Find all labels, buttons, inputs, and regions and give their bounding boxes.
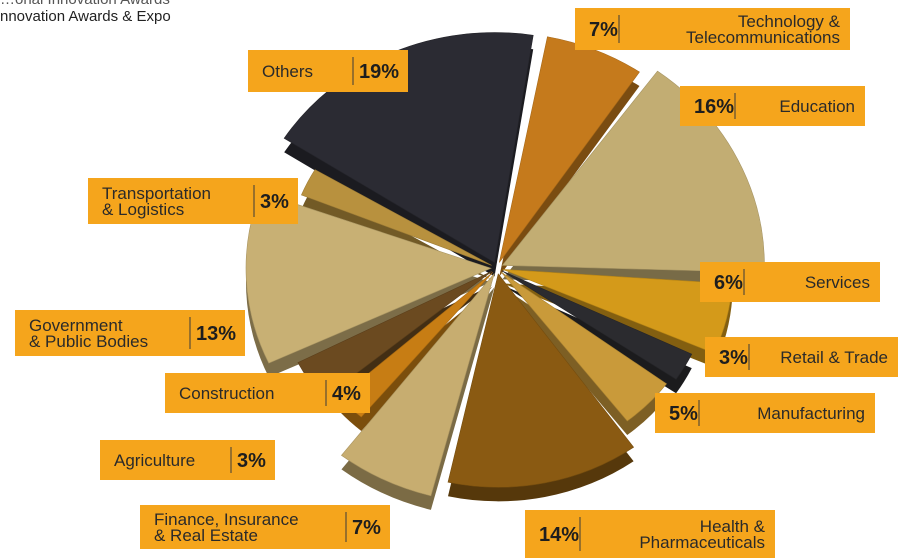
label-retail-trade: 3% Retail & Trade xyxy=(705,337,898,377)
label-manufacturing: 5% Manufacturing xyxy=(655,393,875,433)
label-box xyxy=(15,310,245,356)
label-box xyxy=(575,8,850,50)
slice-manufacturing xyxy=(501,271,667,422)
label-percent: 3% xyxy=(237,450,266,472)
label-percent: 5% xyxy=(669,403,698,425)
slice-retail-trade xyxy=(502,270,693,380)
label-government-public-bodies: 13% Government& Public Bodies xyxy=(15,310,245,356)
label-text: Technology & xyxy=(738,12,841,31)
slice-technology-telecommunications xyxy=(499,36,640,263)
label-percent: 3% xyxy=(260,191,289,213)
label-text: Retail & Trade xyxy=(780,348,888,367)
label-percent: 7% xyxy=(589,19,618,41)
label-technology-telecommunications: 7% Technology &Telecommunications xyxy=(575,8,850,50)
label-text: Agriculture xyxy=(114,451,195,470)
label-text: & Logistics xyxy=(102,200,184,219)
label-percent: 13% xyxy=(196,323,236,345)
label-text: Manufacturing xyxy=(757,404,865,423)
label-percent: 16% xyxy=(694,96,734,118)
label-percent: 7% xyxy=(352,517,381,539)
label-percent: 14% xyxy=(539,524,579,546)
label-percent: 19% xyxy=(359,61,399,83)
label-box xyxy=(700,262,880,302)
slice-health-pharmaceuticals xyxy=(447,273,635,488)
label-health-pharmaceuticals: 14% Health &Pharmaceuticals xyxy=(525,510,775,558)
label-box xyxy=(705,337,898,377)
label-box xyxy=(680,86,865,126)
label-text: & Public Bodies xyxy=(29,332,148,351)
event-title: …onal Innovation Awards nnovation Awards… xyxy=(0,0,171,25)
label-percent: 6% xyxy=(714,272,743,294)
label-text: & Real Estate xyxy=(154,526,258,545)
label-text: Health & xyxy=(700,517,766,536)
label-box xyxy=(140,505,390,549)
label-percent: 4% xyxy=(332,383,361,405)
label-text: Transportation xyxy=(102,184,211,203)
event-title-line1: …onal Innovation Awards xyxy=(0,0,171,8)
label-text: Finance, Insurance xyxy=(154,510,299,529)
label-text: Others xyxy=(262,62,313,81)
label-percent: 3% xyxy=(719,347,748,369)
label-text: Government xyxy=(29,316,123,335)
slice-finance-insurance-real-estate xyxy=(341,273,495,497)
label-agriculture: 3% Agriculture xyxy=(100,440,275,480)
label-finance-insurance-real-estate: 7% Finance, Insurance& Real Estate xyxy=(140,505,390,549)
label-text: Services xyxy=(805,273,870,292)
label-text: Construction xyxy=(179,384,274,403)
label-construction: 4% Construction xyxy=(165,373,370,413)
label-box xyxy=(100,440,275,480)
label-text: Education xyxy=(779,97,855,116)
label-box xyxy=(525,510,775,558)
event-title-line2: nnovation Awards & Expo xyxy=(0,8,171,25)
label-box xyxy=(88,178,298,224)
label-text: Pharmaceuticals xyxy=(639,533,765,552)
slice-transportation-logistics xyxy=(301,169,492,266)
label-services: 6% Services xyxy=(700,262,880,302)
label-text: Telecommunications xyxy=(686,28,840,47)
label-box xyxy=(165,373,370,413)
label-others: 19% Others xyxy=(248,50,408,92)
label-education: 16% Education xyxy=(680,86,865,126)
label-box xyxy=(655,393,875,433)
label-box xyxy=(248,50,408,92)
label-transportation-logistics: 3% Transportation& Logistics xyxy=(88,178,298,224)
